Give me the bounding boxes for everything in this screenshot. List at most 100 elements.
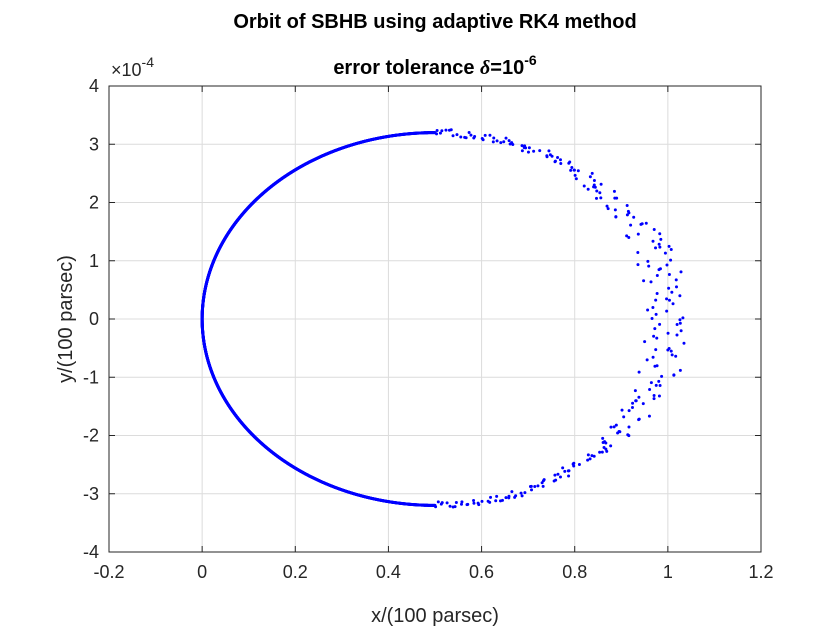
orbit-points [200, 128, 686, 509]
orbit-point [647, 264, 651, 268]
orbit-point [459, 502, 463, 506]
orbit-point [671, 302, 675, 306]
orbit-point [603, 440, 607, 444]
orbit-point [667, 286, 671, 290]
orbit-point [454, 501, 458, 505]
orbit-point [523, 491, 527, 495]
title-exponent: -6 [524, 52, 537, 68]
orbit-point [625, 234, 629, 238]
orbit-point [466, 502, 470, 506]
orbit-point [669, 349, 673, 353]
orbit-point [451, 134, 455, 138]
orbit-point [645, 358, 649, 362]
orbit-point [681, 316, 685, 320]
orbit-point [658, 245, 662, 249]
orbit-point [558, 158, 562, 162]
orbit-point [626, 433, 630, 437]
orbit-point [558, 475, 562, 479]
orbit-point [588, 457, 592, 461]
orbit-point [483, 133, 487, 137]
orbit-point [654, 348, 658, 352]
orbit-point [573, 173, 577, 177]
orbit-point [567, 469, 571, 473]
orbit-point [658, 267, 662, 271]
orbit-point [650, 317, 654, 321]
orbit-point [637, 418, 641, 422]
orbit-point [533, 485, 537, 489]
orbit-point [613, 208, 617, 212]
orbit-point [617, 429, 621, 433]
orbit-point [636, 263, 640, 267]
title-line-2-eq: =10 [490, 57, 524, 79]
orbit-point [488, 133, 492, 137]
orbit-point [658, 232, 662, 236]
y-tick-labels: -4 -3 -2 -1 0 1 2 3 4 [83, 76, 99, 562]
orbit-point [559, 161, 563, 165]
orbit-point [527, 146, 531, 150]
orbit-point [652, 228, 656, 232]
orbit-point [467, 131, 471, 135]
orbit-point [436, 500, 440, 504]
orbit-point [480, 499, 484, 503]
orbit-point [678, 318, 682, 322]
y-tick-label: -3 [83, 484, 99, 504]
orbit-point [666, 331, 670, 335]
orbit-point [592, 183, 596, 187]
orbit-point [435, 132, 439, 136]
orbit-point [612, 425, 616, 429]
orbit-point [445, 501, 449, 505]
orbit-point [657, 394, 661, 398]
orbit-point [489, 495, 493, 499]
y-axis-multiplier: ×10-4 [111, 54, 154, 80]
orbit-point [679, 270, 683, 274]
orbit-point [646, 308, 650, 312]
orbit-point [636, 250, 640, 254]
orbit-point [522, 146, 526, 150]
orbit-point [682, 341, 686, 345]
orbit-point [649, 280, 653, 284]
y-tick-label: -4 [83, 542, 99, 562]
x-tick-label: 0.2 [283, 562, 308, 582]
orbit-point [674, 354, 678, 358]
orbit-point [554, 478, 558, 482]
orbit-point [480, 136, 484, 140]
orbit-point [659, 237, 663, 241]
orbit-point [643, 340, 647, 344]
orbit-point [620, 408, 624, 412]
orbit-point [670, 353, 674, 357]
y-multiplier-exponent: -4 [142, 54, 155, 70]
orbit-point [600, 450, 604, 454]
orbit-point [655, 364, 659, 368]
x-tick-label: 1 [663, 562, 673, 582]
x-tick-label: 0 [197, 562, 207, 582]
orbit-point [435, 129, 439, 133]
orbit-point [556, 155, 560, 159]
orbit-point [542, 478, 546, 482]
orbit-point [510, 141, 514, 145]
orbit-point [582, 184, 586, 188]
orbit-point [629, 223, 633, 227]
orbit-point [654, 312, 658, 316]
orbit-point [440, 129, 444, 133]
orbit-point [510, 490, 514, 494]
orbit-point [630, 406, 634, 410]
orbit-point [654, 246, 658, 250]
x-axis-label: x/(100 parsec) [371, 605, 499, 627]
orbit-point [655, 292, 659, 296]
orbit-point [455, 133, 459, 137]
orbit-point [570, 165, 574, 169]
orbit-point [606, 207, 610, 211]
orbit-point [504, 136, 508, 140]
orbit-point [541, 484, 545, 488]
orbit-point [632, 215, 636, 219]
orbit-point [499, 141, 503, 145]
orbit-point [609, 425, 613, 429]
orbit-point [538, 149, 542, 153]
orbit-point [658, 322, 662, 326]
x-tick-label: -0.2 [93, 562, 124, 582]
orbit-point [472, 499, 476, 502]
orbit-point [663, 251, 667, 255]
orbit-point [648, 387, 652, 391]
orbit-point [507, 139, 511, 143]
